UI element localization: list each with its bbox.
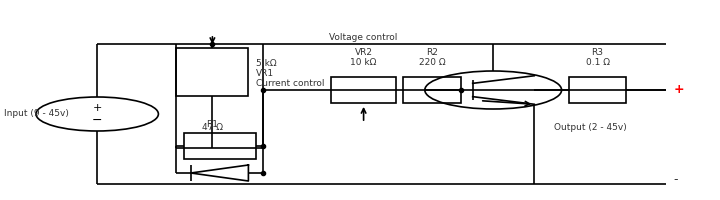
Text: 10 kΩ: 10 kΩ — [351, 58, 377, 67]
Text: +: + — [92, 103, 102, 113]
Text: Input (9 - 45v): Input (9 - 45v) — [4, 110, 68, 118]
Bar — [331, 77, 396, 103]
Text: Current control: Current control — [256, 79, 324, 88]
Text: 47 Ω: 47 Ω — [202, 123, 223, 132]
Text: R1: R1 — [207, 120, 218, 129]
Bar — [176, 48, 248, 96]
Text: VR2: VR2 — [355, 48, 373, 57]
Text: +: + — [673, 83, 684, 96]
Text: Voltage control: Voltage control — [330, 33, 397, 42]
Bar — [184, 133, 256, 159]
Text: Output (2 - 45v): Output (2 - 45v) — [554, 122, 627, 132]
Text: 0.1 Ω: 0.1 Ω — [585, 58, 610, 67]
Text: VR1: VR1 — [256, 70, 274, 78]
Text: R3: R3 — [592, 48, 603, 57]
Text: 5 kΩ: 5 kΩ — [256, 60, 276, 68]
Text: R2: R2 — [426, 48, 438, 57]
Bar — [569, 77, 626, 103]
Text: -: - — [673, 173, 678, 186]
Text: 220 Ω: 220 Ω — [419, 58, 445, 67]
Text: −: − — [92, 113, 102, 126]
Bar — [403, 77, 461, 103]
